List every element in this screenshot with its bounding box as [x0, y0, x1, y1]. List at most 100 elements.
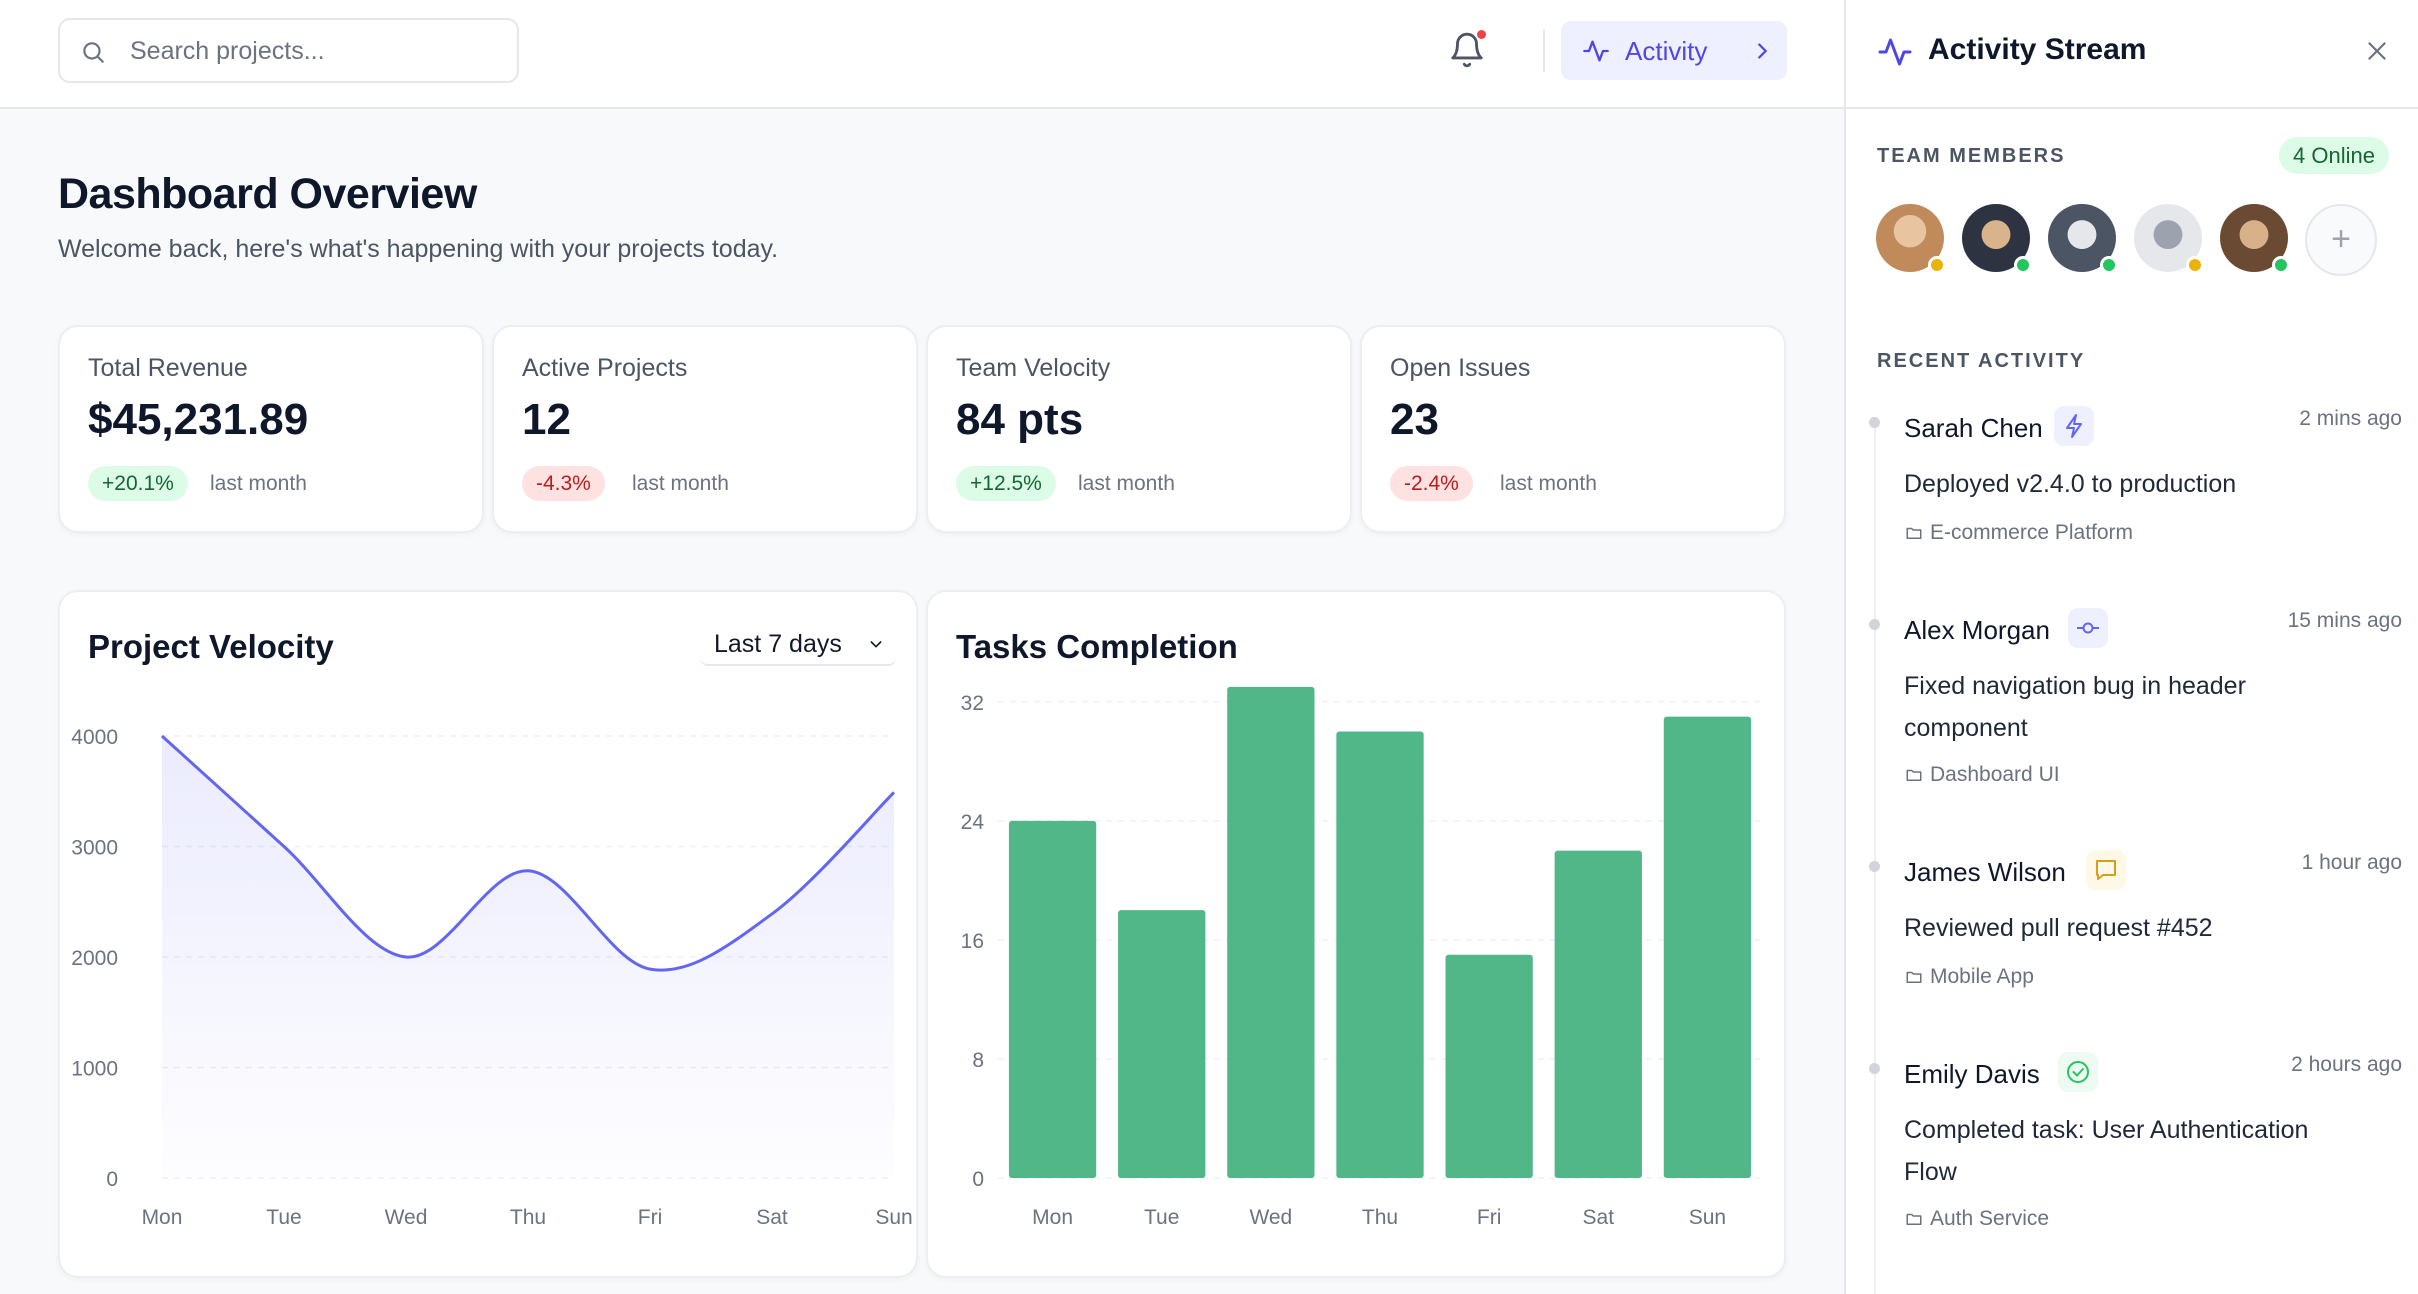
project-velocity-card: Project Velocity Last 7 days 0 1000 2000 30…: [58, 590, 918, 1278]
activity-project-name: Mobile App: [1930, 965, 2034, 988]
git-commit-icon: [2068, 608, 2108, 648]
x-tick-label: Mon: [142, 1206, 183, 1229]
stat-label: Active Projects: [522, 354, 688, 382]
x-tick-label: Sun: [1689, 1206, 1726, 1229]
add-member-button[interactable]: +: [2305, 204, 2377, 276]
activity-item[interactable]: Alex Morgan 15 mins ago Fixed navigation…: [1862, 608, 2402, 805]
bar: [1118, 910, 1206, 1178]
avatar[interactable]: [1876, 204, 1946, 274]
activity-description: Completed task: User Authentication Flow: [1904, 1116, 2309, 1186]
status-indicator: [2272, 256, 2290, 274]
date-range-select[interactable]: Last 7 days: [700, 622, 896, 666]
stat-value: 12: [522, 395, 571, 444]
search-icon: [83, 42, 104, 63]
avatar[interactable]: [2048, 204, 2118, 274]
header-divider: [1543, 30, 1545, 72]
recent-activity-label: RECENT ACTIVITY: [1877, 350, 2086, 372]
y-tick-label: 16: [961, 930, 984, 953]
activity-time: 1 hour ago: [2301, 851, 2402, 874]
y-tick-label: 1000: [71, 1058, 118, 1081]
activity-project[interactable]: Dashboard UI: [1904, 763, 2060, 787]
date-range-value: Last 7 days: [714, 630, 842, 658]
stat-change-badge: -4.3%: [522, 466, 605, 501]
page-title: Dashboard Overview: [58, 170, 477, 218]
y-tick-label: 0: [972, 1168, 984, 1191]
search-box[interactable]: [58, 18, 519, 83]
x-tick-label: Sat: [756, 1206, 788, 1229]
x-tick-label: Fri: [1477, 1206, 1502, 1229]
stat-value: 23: [1390, 395, 1439, 444]
timeline-dot: [1869, 417, 1880, 428]
folder-icon: [1906, 1213, 1922, 1225]
activity-time: 2 mins ago: [2299, 407, 2402, 430]
notifications-button[interactable]: [1448, 30, 1488, 74]
activity-time: 15 mins ago: [2287, 609, 2402, 632]
status-indicator: [2186, 256, 2204, 274]
x-tick-label: Tue: [1144, 1206, 1179, 1229]
x-tick-label: Fri: [638, 1206, 663, 1229]
x-tick-label: Tue: [266, 1206, 301, 1229]
online-count-badge: 4 Online: [2279, 137, 2389, 174]
activity-project[interactable]: E-commerce Platform: [1904, 521, 2133, 545]
status-indicator: [1928, 256, 1946, 274]
tasks-completion-card: Tasks Completion 0 8 16 24 32 Mon Tue Wed Thu Fri…: [926, 590, 1786, 1278]
page-subtitle: Welcome back, here's what's happening wi…: [58, 235, 779, 263]
chevron-down-icon: [870, 641, 882, 648]
pulse-icon: [1583, 40, 1609, 62]
tasks-bar-chart: 0 8 16 24 32 Mon Tue Wed Thu Fri Sat Sun: [961, 686, 1762, 1229]
activity-project-name: Auth Service: [1930, 1207, 2050, 1230]
status-indicator: [2014, 256, 2032, 274]
x-tick-label: Wed: [1249, 1206, 1292, 1229]
bar: [1663, 716, 1752, 1178]
timeline-dot: [1869, 1063, 1880, 1074]
bar: [1445, 954, 1533, 1178]
panel-header: Activity Stream: [1846, 0, 2418, 109]
activity-user: Sarah Chen: [1904, 413, 2043, 443]
stat-card-open-issues: Open Issues 23 -2.4% last month: [1360, 325, 1786, 533]
status-indicator: [2100, 256, 2118, 274]
folder-icon: [1906, 971, 1922, 983]
stat-label: Team Velocity: [956, 354, 1111, 382]
x-tick-label: Thu: [510, 1206, 546, 1229]
activity-description: Deployed v2.4.0 to production: [1904, 470, 2237, 498]
x-tick-label: Sun: [875, 1206, 912, 1229]
stat-context: last month: [1078, 472, 1175, 495]
x-tick-label: Sat: [1583, 1206, 1615, 1229]
timeline-dot: [1869, 619, 1880, 630]
activity-toggle-button[interactable]: Activity: [1561, 21, 1787, 80]
x-tick-label: Mon: [1032, 1206, 1073, 1229]
x-tick-label: Wed: [385, 1206, 428, 1229]
velocity-line-chart: 0 1000 2000 3000 4000 Mon Tue Wed Thu Fri Sat Sun: [71, 726, 912, 1229]
chart-title: Project Velocity: [88, 628, 334, 665]
stat-card-revenue: Total Revenue $45,231.89 +20.1% last mon…: [58, 325, 484, 533]
activity-item[interactable]: Sarah Chen 2 mins ago Deployed v2.4.0 to…: [1862, 406, 2402, 553]
timeline-line: [1874, 420, 1876, 1294]
chevron-right-icon: [1758, 43, 1768, 59]
velocity-line: [160, 734, 896, 972]
stat-value: $45,231.89: [88, 395, 309, 444]
stat-label: Open Issues: [1390, 354, 1531, 382]
activity-project-name: Dashboard UI: [1930, 763, 2060, 786]
activity-user: Emily Davis: [1904, 1059, 2040, 1089]
avatar[interactable]: [2220, 204, 2290, 274]
main-content: Activity Dashboard Overview Welcome back…: [0, 18, 1844, 1278]
activity-description: Reviewed pull request #452: [1904, 914, 2213, 942]
activity-user: James Wilson: [1904, 857, 2066, 887]
activity-project[interactable]: Mobile App: [1904, 965, 2034, 989]
bar: [1008, 820, 1097, 1178]
stat-change-badge: -2.4%: [1390, 466, 1473, 501]
activity-time: 2 hours ago: [2291, 1053, 2402, 1076]
stat-context: last month: [1500, 472, 1597, 495]
avatar[interactable]: [2134, 204, 2204, 274]
close-icon[interactable]: [2364, 38, 2390, 64]
activity-item[interactable]: James Wilson 1 hour ago Reviewed pull re…: [1862, 850, 2402, 997]
activity-project[interactable]: Auth Service: [1904, 1207, 2049, 1231]
activity-item[interactable]: Emily Davis 2 hours ago Completed task: …: [1862, 1052, 2402, 1249]
y-tick-label: 8: [972, 1049, 984, 1072]
stat-context: last month: [632, 472, 729, 495]
avatar[interactable]: [1962, 204, 2032, 274]
bar: [1554, 850, 1642, 1178]
search-input[interactable]: [130, 32, 500, 70]
pulse-icon: [1878, 38, 1912, 66]
bar: [1336, 731, 1424, 1178]
